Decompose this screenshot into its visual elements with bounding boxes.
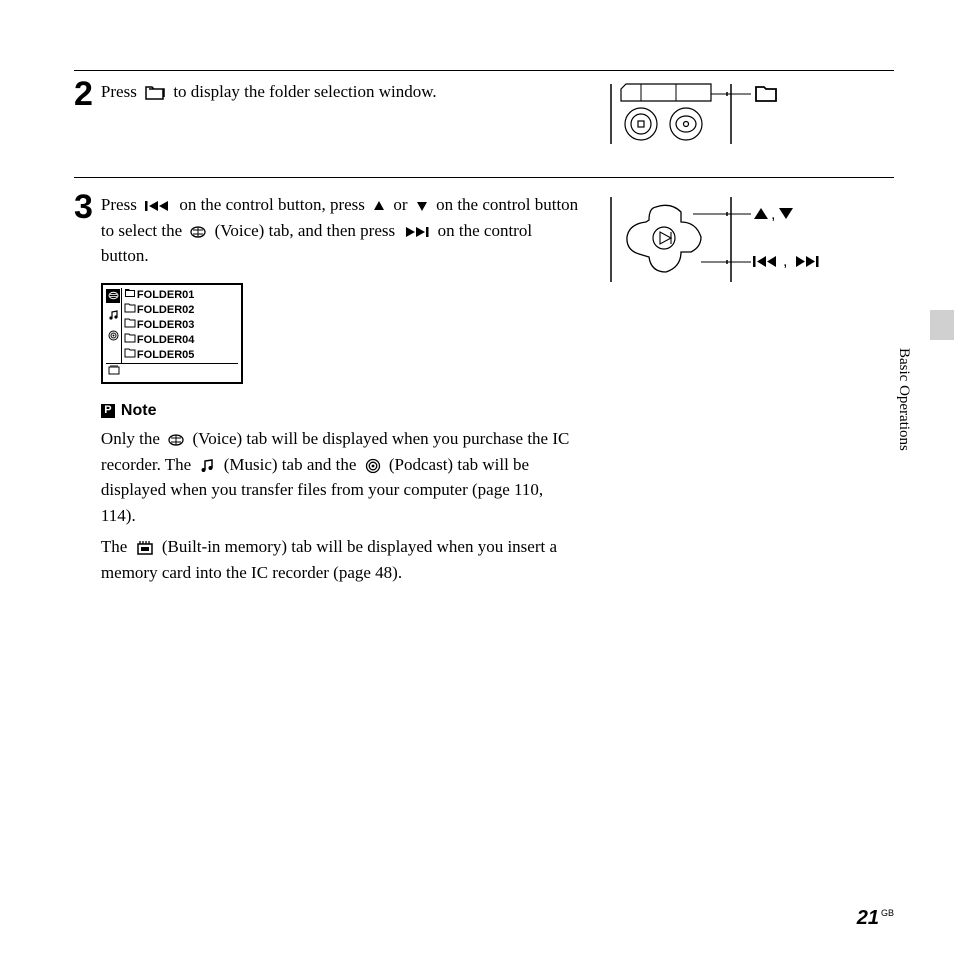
step-3-text: Press on the control button, press or on…: [101, 192, 581, 269]
text: (Music) tab and the: [219, 455, 360, 474]
note-label: Note: [121, 400, 157, 422]
step-3: 3 Press on the control button, press or …: [74, 192, 894, 601]
folder-label: FOLDER05: [137, 348, 194, 363]
folder-row: FOLDER03: [124, 318, 238, 333]
step-2-text: Press to display the folder selection wi…: [101, 79, 581, 105]
note-paragraph-2: The (Built-in memory) tab will be displa…: [101, 534, 577, 585]
text: The: [101, 537, 132, 556]
folder-label: FOLDER04: [137, 333, 194, 348]
music-tab-small-icon: [106, 309, 120, 323]
next-track-icon: [403, 226, 429, 238]
note-paragraph-1: Only the (Voice) tab will be displayed w…: [101, 426, 577, 528]
folder-icon: [145, 85, 165, 101]
folder-label: FOLDER01: [137, 288, 194, 303]
music-icon: [199, 458, 215, 474]
step-number-3: 3: [74, 190, 93, 224]
section-label: Basic Operations: [893, 348, 914, 451]
folder-row: FOLDER05: [124, 348, 238, 363]
text: (Built-in memory) tab will be displayed …: [101, 537, 557, 582]
tab-column: [106, 288, 122, 363]
text: Press: [101, 82, 141, 101]
prev-track-icon: [145, 200, 171, 212]
folder-row: FOLDER02: [124, 303, 238, 318]
text: Only the: [101, 429, 164, 448]
note-header: P Note: [101, 400, 581, 422]
page-code: GB: [881, 908, 894, 918]
text: to display the folder selection window.: [169, 82, 437, 101]
memory-icon: [136, 541, 154, 555]
podcast-tab-small-icon: [106, 329, 120, 343]
note-icon: P: [101, 404, 115, 418]
text: on the control button, press: [175, 195, 369, 214]
text: or: [389, 195, 412, 214]
folder-screen-diagram: FOLDER01 FOLDER02 FOLDER03 FOLDER04 FOLD…: [101, 283, 243, 384]
page-number-value: 21: [857, 907, 879, 929]
step-2: 2 Press to display the folder selection …: [74, 79, 894, 178]
section-tab-marker: [930, 310, 954, 340]
folder-list: FOLDER01 FOLDER02 FOLDER03 FOLDER04 FOLD…: [122, 288, 238, 363]
voice-tab-icon: [168, 432, 184, 448]
step-2-figure: [601, 79, 841, 149]
voice-tab-icon: [190, 224, 206, 240]
folder-row: FOLDER01: [124, 288, 238, 303]
folder-row: FOLDER04: [124, 333, 238, 348]
svg-text:,: ,: [783, 253, 787, 270]
svg-text:,: ,: [771, 206, 775, 223]
down-triangle-icon: [416, 200, 428, 212]
step-3-figure: , ,: [601, 192, 861, 292]
memory-tab-small-icon: [106, 363, 238, 381]
text: Press: [101, 195, 141, 214]
podcast-icon: [365, 458, 381, 474]
folder-label: FOLDER03: [137, 318, 194, 333]
step-number-2: 2: [74, 77, 93, 111]
up-triangle-icon: [373, 200, 385, 212]
text: (Voice) tab, and then press: [210, 221, 399, 240]
folder-label: FOLDER02: [137, 303, 194, 318]
voice-tab-small-icon: [106, 289, 120, 303]
page-number: 21GB: [857, 904, 894, 932]
